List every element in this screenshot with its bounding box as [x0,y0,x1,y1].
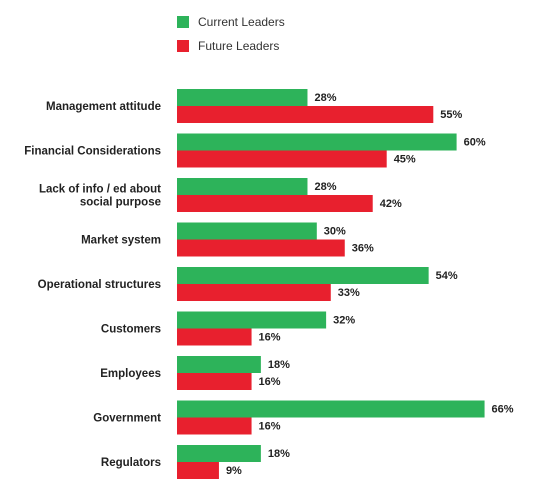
bar-future-leaders-management-attitude [177,106,434,123]
bar-current-leaders-operational-structures [177,267,429,284]
category-label-management-attitude: Management attitude [46,101,161,113]
bar-current-leaders-management-attitude [177,89,308,106]
value-label-current-leaders-operational-structures: 54% [436,270,458,282]
value-label-future-leaders-lack-of-info-ed-about-social-purpose: 42% [380,198,402,210]
legend: Current Leaders Future Leaders [177,15,285,53]
bar-current-leaders-employees [177,356,261,373]
value-label-future-leaders-market-system: 36% [352,243,374,255]
value-label-future-leaders-financial-considerations: 45% [394,154,416,166]
bar-future-leaders-government [177,417,252,435]
category-label-government: Government [93,413,161,425]
value-label-current-leaders-lack-of-info-ed-about-social-purpose: 28% [314,181,336,193]
category-label-regulators: Regulators [101,457,161,469]
value-label-current-leaders-regulators: 18% [268,448,290,460]
bar-future-leaders-market-system [177,239,345,257]
bar-current-leaders-lack-of-info-ed-about-social-purpose [177,178,308,195]
value-label-current-leaders-market-system: 30% [324,226,346,238]
value-label-future-leaders-government: 16% [259,421,281,433]
category-label-lack-of-info-ed-about-social-purpose: Lack of info / ed about social purpose [39,184,161,209]
value-label-future-leaders-customers: 16% [259,332,281,344]
value-label-current-leaders-customers: 32% [333,315,355,327]
bar-future-leaders-regulators [177,462,219,479]
value-label-current-leaders-employees: 18% [268,359,290,371]
value-label-current-leaders-government: 66% [492,404,514,416]
category-label-operational-structures: Operational structures [38,279,161,291]
bar-current-leaders-financial-considerations [177,133,457,151]
bar-future-leaders-lack-of-info-ed-about-social-purpose [177,195,373,212]
value-label-future-leaders-employees: 16% [259,376,281,388]
bar-future-leaders-operational-structures [177,284,331,301]
bar-future-leaders-financial-considerations [177,150,387,168]
bar-current-leaders-government [177,400,485,418]
plot-area: Management attitude 28% 55% Financial Consi… [24,89,514,479]
category-label-market-system: Market system [81,235,161,247]
category-label-employees: Employees [100,368,161,380]
bar-future-leaders-customers [177,328,252,346]
bar-current-leaders-regulators [177,445,261,462]
category-label-financial-considerations: Financial Considerations [24,146,161,158]
bar-future-leaders-employees [177,373,252,390]
value-label-future-leaders-management-attitude: 55% [440,109,462,121]
legend-label-current-leaders: Current Leaders [198,15,285,29]
value-label-current-leaders-management-attitude: 28% [314,92,336,104]
value-label-future-leaders-regulators: 9% [226,465,242,477]
value-label-current-leaders-financial-considerations: 60% [464,137,486,149]
bar-current-leaders-customers [177,311,327,329]
bar-current-leaders-market-system [177,222,317,240]
legend-swatch-future-leaders [177,40,189,52]
legend-label-future-leaders: Future Leaders [198,39,279,53]
value-label-future-leaders-operational-structures: 33% [338,287,360,299]
legend-swatch-current-leaders [177,16,189,28]
category-label-customers: Customers [101,324,161,336]
